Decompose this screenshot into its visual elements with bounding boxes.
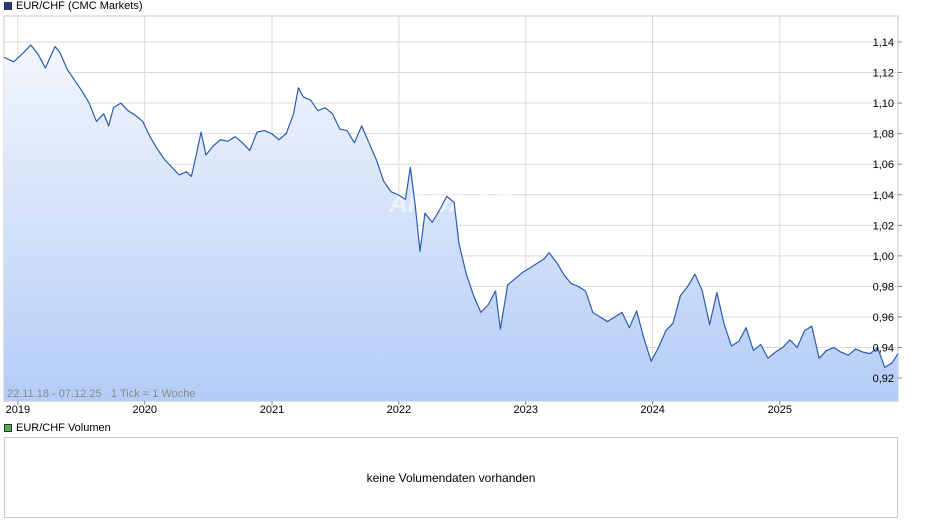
date-range-label: 22.11.18 - 07.12.25 [7, 388, 102, 400]
volume-empty-message: keine Volumendaten vorhanden [366, 470, 536, 485]
legend-main-swatch [4, 2, 12, 10]
y-tick-label: 1,04 [873, 190, 894, 202]
series-area [4, 45, 898, 402]
y-tick-label: 1,02 [873, 220, 894, 232]
y-tick-label: 0,94 [873, 343, 894, 355]
y-tick-label: 1,14 [873, 37, 894, 49]
x-tick-label: 2023 [513, 404, 537, 416]
y-tick-label: 1,12 [873, 68, 894, 80]
x-tick-label: 2020 [133, 404, 157, 416]
x-tick-label: 2019 [6, 404, 30, 416]
legend-volume-swatch [4, 424, 12, 432]
legend-main-label: EUR/CHF (CMC Markets) [16, 0, 143, 12]
watermark: ARIVA.DE [388, 188, 512, 218]
price-chart: ARIVA.DE 1,14 1,12 1,10 1,08 1,06 1,04 1,02 1,00… [3, 15, 902, 416]
y-tick-label: 0,98 [873, 281, 894, 293]
legend-volume: EUR/CHF Volumen [4, 422, 111, 434]
x-tick-label: 2022 [387, 404, 411, 416]
y-tick-label: 1,10 [873, 98, 894, 110]
x-tick-label: 2021 [260, 404, 284, 416]
volume-panel: keine Volumendaten vorhanden [4, 437, 898, 518]
y-tick-label: 1,06 [873, 159, 894, 171]
legend-main: EUR/CHF (CMC Markets) [4, 0, 143, 12]
y-tick-label: 0,96 [873, 312, 894, 324]
series-line [3, 44, 899, 368]
tick-info-label: 1 Tick = 1 Woche [111, 388, 195, 400]
y-tick-label: 1,00 [873, 251, 894, 263]
x-tick-label: 2024 [640, 404, 664, 416]
legend-volume-label: EUR/CHF Volumen [16, 422, 111, 434]
x-tick-label: 2025 [768, 404, 792, 416]
y-tick-label: 1,08 [873, 129, 894, 141]
y-tick-label: 0,92 [873, 373, 894, 385]
